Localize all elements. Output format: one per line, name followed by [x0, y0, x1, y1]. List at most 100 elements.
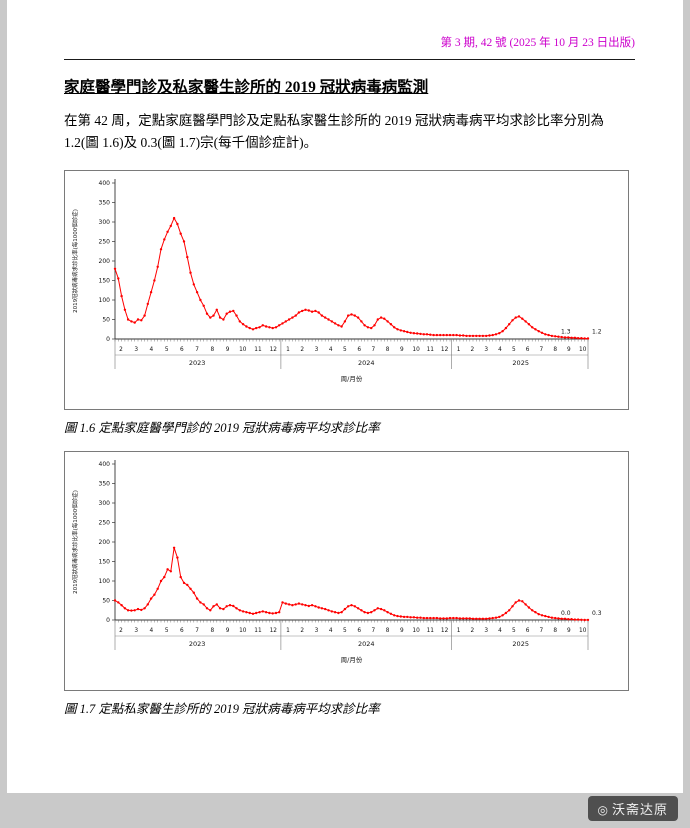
svg-text:12: 12	[270, 628, 278, 634]
svg-text:4: 4	[150, 628, 154, 634]
svg-text:2: 2	[300, 628, 304, 634]
svg-text:6: 6	[180, 347, 184, 353]
svg-text:1: 1	[457, 347, 461, 353]
svg-text:8: 8	[210, 628, 214, 634]
fig-1-6-caption: 圖 1.6 定點家庭醫學門診的 2019 冠狀病毒病平均求診比率	[64, 420, 380, 435]
svg-text:1: 1	[457, 628, 461, 634]
svg-text:9: 9	[567, 628, 571, 634]
fig-1-7-line-chart: 0 50 100 150 200 250 300 350 400 2 3 4 5 6 7 8 9 10 11 12 20…	[64, 450, 629, 691]
svg-text:300: 300	[99, 500, 111, 507]
svg-text:9: 9	[226, 347, 230, 353]
svg-text:350: 350	[99, 199, 111, 206]
svg-text:150: 150	[99, 277, 111, 284]
weibo-camera-icon: ◎	[597, 803, 609, 817]
svg-text:8: 8	[386, 347, 390, 353]
svg-text:1.3: 1.3	[561, 328, 571, 335]
svg-text:50: 50	[102, 597, 110, 604]
svg-text:4: 4	[150, 347, 154, 353]
svg-text:2023: 2023	[189, 359, 206, 367]
svg-text:7: 7	[195, 628, 199, 634]
svg-text:12: 12	[270, 347, 278, 353]
svg-text:200: 200	[99, 258, 111, 265]
svg-text:2: 2	[471, 628, 475, 634]
document-page: 第 3 期, 42 號 (2025 年 10 月 23 日出版) 家庭醫學門診及…	[7, 0, 683, 793]
svg-text:11: 11	[254, 347, 262, 353]
svg-text:2: 2	[300, 347, 304, 353]
svg-text:3: 3	[134, 628, 138, 634]
svg-text:3: 3	[134, 347, 138, 353]
svg-text:12: 12	[441, 347, 449, 353]
section-title: 家庭醫學門診及私家醫生診所的 2019 冠狀病毒病監測	[64, 79, 429, 96]
svg-text:6: 6	[357, 628, 361, 634]
svg-text:4: 4	[329, 347, 333, 353]
svg-text:10: 10	[579, 347, 587, 353]
svg-text:11: 11	[427, 347, 435, 353]
svg-text:6: 6	[526, 347, 530, 353]
svg-text:7: 7	[540, 628, 544, 634]
watermark-text: 沃斋达原	[611, 802, 668, 817]
svg-text:10: 10	[239, 628, 247, 634]
svg-text:5: 5	[165, 347, 169, 353]
svg-text:2024: 2024	[358, 359, 375, 367]
svg-text:6: 6	[526, 628, 530, 634]
svg-text:4: 4	[329, 628, 333, 634]
svg-text:400: 400	[99, 180, 111, 187]
issue-line: 第 3 期, 42 號 (2025 年 10 月 23 日出版)	[440, 37, 635, 49]
svg-text:1: 1	[286, 347, 290, 353]
svg-text:250: 250	[99, 238, 111, 245]
svg-text:50: 50	[102, 316, 110, 323]
svg-text:0.3: 0.3	[592, 610, 602, 617]
svg-text:300: 300	[99, 219, 111, 226]
svg-text:2019冠狀病毒病求診比率(每1000個診症): 2019冠狀病毒病求診比率(每1000個診症)	[71, 490, 79, 594]
svg-text:250: 250	[99, 519, 111, 526]
svg-text:2: 2	[119, 347, 123, 353]
svg-text:2: 2	[471, 347, 475, 353]
fig-1-7-caption: 圖 1.7 定點私家醫生診所的 2019 冠狀病毒病平均求診比率	[64, 701, 380, 716]
svg-text:2: 2	[119, 628, 123, 634]
svg-text:3: 3	[315, 347, 319, 353]
svg-text:350: 350	[99, 480, 111, 487]
svg-text:3: 3	[315, 628, 319, 634]
svg-text:2023: 2023	[189, 640, 206, 648]
svg-text:400: 400	[99, 461, 111, 468]
svg-text:2024: 2024	[358, 640, 375, 648]
svg-text:9: 9	[400, 347, 404, 353]
svg-text:9: 9	[226, 628, 230, 634]
svg-text:5: 5	[512, 347, 516, 353]
svg-text:0.0: 0.0	[561, 610, 571, 617]
svg-text:100: 100	[99, 297, 111, 304]
svg-text:周/月份: 周/月份	[341, 655, 363, 664]
svg-text:8: 8	[553, 347, 557, 353]
svg-text:100: 100	[99, 578, 111, 585]
svg-text:10: 10	[412, 347, 420, 353]
svg-text:7: 7	[372, 628, 376, 634]
svg-text:4: 4	[498, 347, 502, 353]
svg-text:10: 10	[412, 628, 420, 634]
svg-text:2025: 2025	[512, 359, 529, 367]
svg-text:9: 9	[400, 628, 404, 634]
svg-text:8: 8	[386, 628, 390, 634]
svg-text:7: 7	[372, 347, 376, 353]
watermark-badge: ◎ 沃斋达原	[587, 796, 678, 821]
svg-text:150: 150	[99, 558, 111, 565]
svg-text:11: 11	[427, 628, 435, 634]
svg-text:11: 11	[254, 628, 262, 634]
svg-text:5: 5	[165, 628, 169, 634]
svg-text:6: 6	[357, 347, 361, 353]
svg-text:8: 8	[210, 347, 214, 353]
svg-text:10: 10	[239, 347, 247, 353]
svg-text:6: 6	[180, 628, 184, 634]
svg-text:3: 3	[484, 347, 488, 353]
svg-text:10: 10	[579, 628, 587, 634]
svg-text:9: 9	[567, 347, 571, 353]
body-paragraph: 在第 42 周，定點家庭醫學門診及定點私家醫生診所的 2019 冠狀病毒病平均求…	[64, 113, 604, 150]
svg-text:周/月份: 周/月份	[341, 374, 363, 383]
svg-text:200: 200	[99, 539, 111, 546]
svg-text:2019冠狀病毒病求診比率(每1000個診症): 2019冠狀病毒病求診比率(每1000個診症)	[71, 209, 79, 313]
svg-text:5: 5	[343, 628, 347, 634]
svg-text:7: 7	[195, 347, 199, 353]
svg-text:0: 0	[106, 617, 110, 624]
svg-text:8: 8	[553, 628, 557, 634]
